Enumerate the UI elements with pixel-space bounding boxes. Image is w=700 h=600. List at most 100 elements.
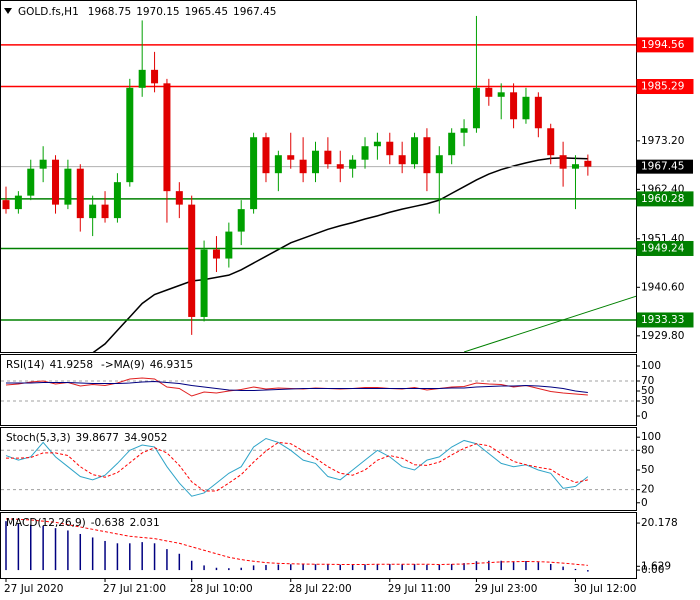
series-last-value: 41.9258 (50, 359, 93, 371)
series-name: Stoch(5,3,3) (6, 432, 71, 444)
panel-header: Stoch(5,3,3) 39.8677 34.9052 (6, 432, 167, 444)
candle-body (262, 137, 270, 174)
series-name: RSI(14) (6, 359, 45, 371)
candle-body (237, 209, 245, 232)
candle-body (584, 160, 592, 167)
candle-body (324, 150, 332, 165)
candle-body (76, 168, 84, 219)
macd-panel-frame (0, 512, 637, 579)
y-tick-label: 1973.20 (641, 135, 684, 147)
y-tick-label: 100 (641, 360, 661, 372)
y-tick-label: 100 (641, 431, 661, 443)
candle-body (571, 164, 579, 169)
x-tick-label: 27 Jul 2020 (4, 583, 63, 595)
indicator-line (6, 441, 588, 492)
indicator-line (5, 437, 589, 497)
candle-body (411, 137, 419, 165)
last-high: 1970.15 (136, 6, 179, 18)
y-tick-label: 1.629 (641, 560, 671, 572)
candle-body (361, 146, 369, 160)
candle-body (547, 128, 555, 156)
y-tick-label: 1929.80 (641, 330, 684, 342)
y-tick-label: 70 (641, 375, 654, 387)
series-last-value: 46.9315 (150, 359, 193, 371)
y-tick-label: 30 (641, 395, 654, 407)
level-label: 1994.56 (641, 39, 685, 51)
candle-body (2, 200, 10, 210)
series-name: ->MA(9) (101, 359, 145, 371)
series-last-value: 2.031 (130, 517, 160, 529)
candle-body (386, 141, 394, 156)
candle-body (287, 155, 295, 160)
x-tick-label: 28 Jul 22:00 (289, 583, 352, 595)
y-tick-label: 0 (641, 410, 648, 422)
candle-body (423, 137, 431, 174)
y-tick-label: 80 (641, 444, 654, 456)
x-tick-label: 30 Jul 12:00 (573, 583, 636, 595)
candle-body (510, 92, 518, 120)
rsi-panel-frame (0, 354, 637, 426)
level-label-box (636, 79, 694, 95)
candle-body (89, 204, 97, 219)
candle-body (299, 159, 307, 174)
main-panel-frame (0, 0, 637, 353)
candle-body (188, 204, 196, 317)
candle-body (559, 155, 567, 169)
candle-body (101, 204, 109, 219)
panel-header: GOLD.fs,H1 1968.75 1970.15 1965.45 1967.45 (18, 6, 276, 18)
level-label-box (636, 37, 694, 53)
y-tick-label: 0.00 (641, 564, 664, 576)
y-tick-label: 50 (641, 464, 654, 476)
candle-body (435, 155, 443, 174)
x-tick-label: 29 Jul 11:00 (388, 583, 451, 595)
last-close: 1967.45 (233, 6, 276, 18)
symbol-menu-icon (4, 8, 12, 14)
candle-body (64, 168, 72, 205)
level-label-box (636, 312, 694, 328)
candle-body (274, 155, 282, 174)
y-tick-label: 20 (641, 484, 654, 496)
stoch-panel-frame (0, 427, 637, 511)
chart-title: GOLD.fs,H1 (18, 6, 79, 18)
candle-body (398, 155, 406, 165)
x-tick-label: 29 Jul 23:00 (474, 583, 537, 595)
y-tick-label: 0 (641, 497, 648, 509)
candle-body (27, 168, 35, 196)
current-price-label: 1967.45 (641, 161, 684, 173)
panel-header: RSI(14) 41.9258 ->MA(9) 46.9315 (6, 359, 193, 371)
candle-body (163, 83, 171, 192)
candle-body (522, 96, 530, 120)
candle-body (138, 69, 146, 88)
candle-body (336, 164, 344, 169)
series-last-value: -0.638 (91, 517, 125, 529)
level-label: 1949.24 (641, 242, 685, 254)
candle-body (497, 92, 505, 97)
candle-body (225, 231, 233, 259)
level-label: 1960.28 (641, 193, 684, 205)
x-tick-label: 27 Jul 21:00 (103, 583, 166, 595)
y-tick-label: 1940.60 (641, 281, 684, 293)
candle-body (113, 182, 121, 219)
candle-body (14, 195, 22, 210)
last-open: 1968.75 (88, 6, 131, 18)
y-tick-label: 20.178 (641, 517, 678, 529)
candle-body (373, 141, 381, 147)
level-label-box (636, 240, 694, 256)
candle-body (349, 159, 357, 169)
candle-body (212, 249, 220, 259)
series-last-value: 39.8677 (76, 432, 119, 444)
candle-body (448, 132, 456, 156)
candle-body (312, 150, 319, 174)
candle-body (460, 128, 468, 133)
candle-body (472, 87, 480, 129)
candle-body (126, 87, 134, 183)
signal-line (5, 518, 588, 566)
candle-body (52, 159, 60, 205)
level-label: 1985.29 (641, 81, 684, 93)
level-label: 1933.33 (641, 314, 684, 326)
candle-body (485, 87, 493, 97)
candle-body (534, 96, 542, 129)
candle-body (151, 69, 159, 84)
moving-average (92, 157, 588, 352)
